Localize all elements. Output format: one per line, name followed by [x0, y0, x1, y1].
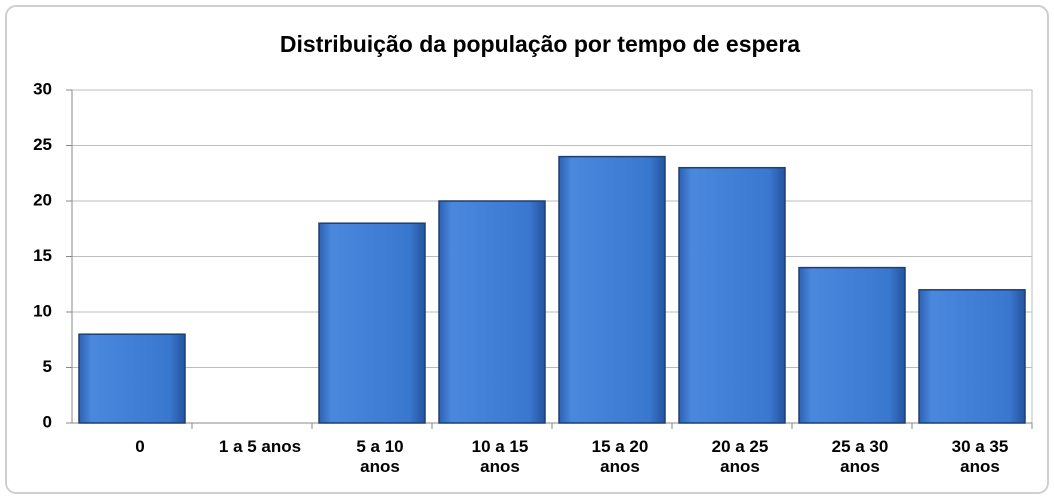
x-tick-label: 5 a 10 anos — [356, 437, 404, 476]
x-tick-label: 15 a 20 anos — [591, 437, 649, 476]
x-tick-label: 10 a 15 anos — [471, 437, 529, 476]
bar — [438, 200, 546, 424]
chart-title: Distribuição da população por tempo de e… — [280, 31, 800, 57]
y-tick-label: 30 — [33, 79, 52, 98]
y-tick-label: 0 — [43, 412, 52, 431]
x-tick-label-box: 20 a 25 anos — [711, 437, 769, 476]
bar — [558, 155, 666, 424]
x-tick-label-box: 15 a 20 anos — [591, 437, 649, 476]
x-tick-label: 0 — [135, 437, 145, 456]
x-tick-label: 25 a 30 anos — [831, 437, 889, 476]
x-tick-label-box: 0 — [135, 437, 145, 456]
x-tick-label-box: 25 a 30 anos — [831, 437, 889, 476]
y-tick-label: 20 — [33, 190, 52, 209]
bar — [798, 266, 906, 424]
x-tick-label: 30 a 35 anos — [951, 437, 1009, 476]
x-tick-label-box: 1 a 5 anos — [218, 437, 302, 456]
x-tick-label-box: 30 a 35 anos — [951, 437, 1009, 476]
x-tick-label: 1 a 5 anos — [218, 437, 302, 456]
y-tick-label: 25 — [33, 135, 52, 154]
y-tick-label: 15 — [33, 246, 52, 265]
bar — [678, 166, 786, 424]
x-tick-label-box: 10 a 15 anos — [471, 437, 529, 476]
x-tick-label-box: 5 a 10 anos — [356, 437, 404, 476]
bar — [78, 333, 186, 424]
y-tick-label: 5 — [43, 357, 52, 376]
bar — [918, 289, 1026, 424]
y-tick-label: 10 — [33, 301, 52, 320]
bar — [318, 222, 426, 424]
x-tick-label: 20 a 25 anos — [711, 437, 769, 476]
